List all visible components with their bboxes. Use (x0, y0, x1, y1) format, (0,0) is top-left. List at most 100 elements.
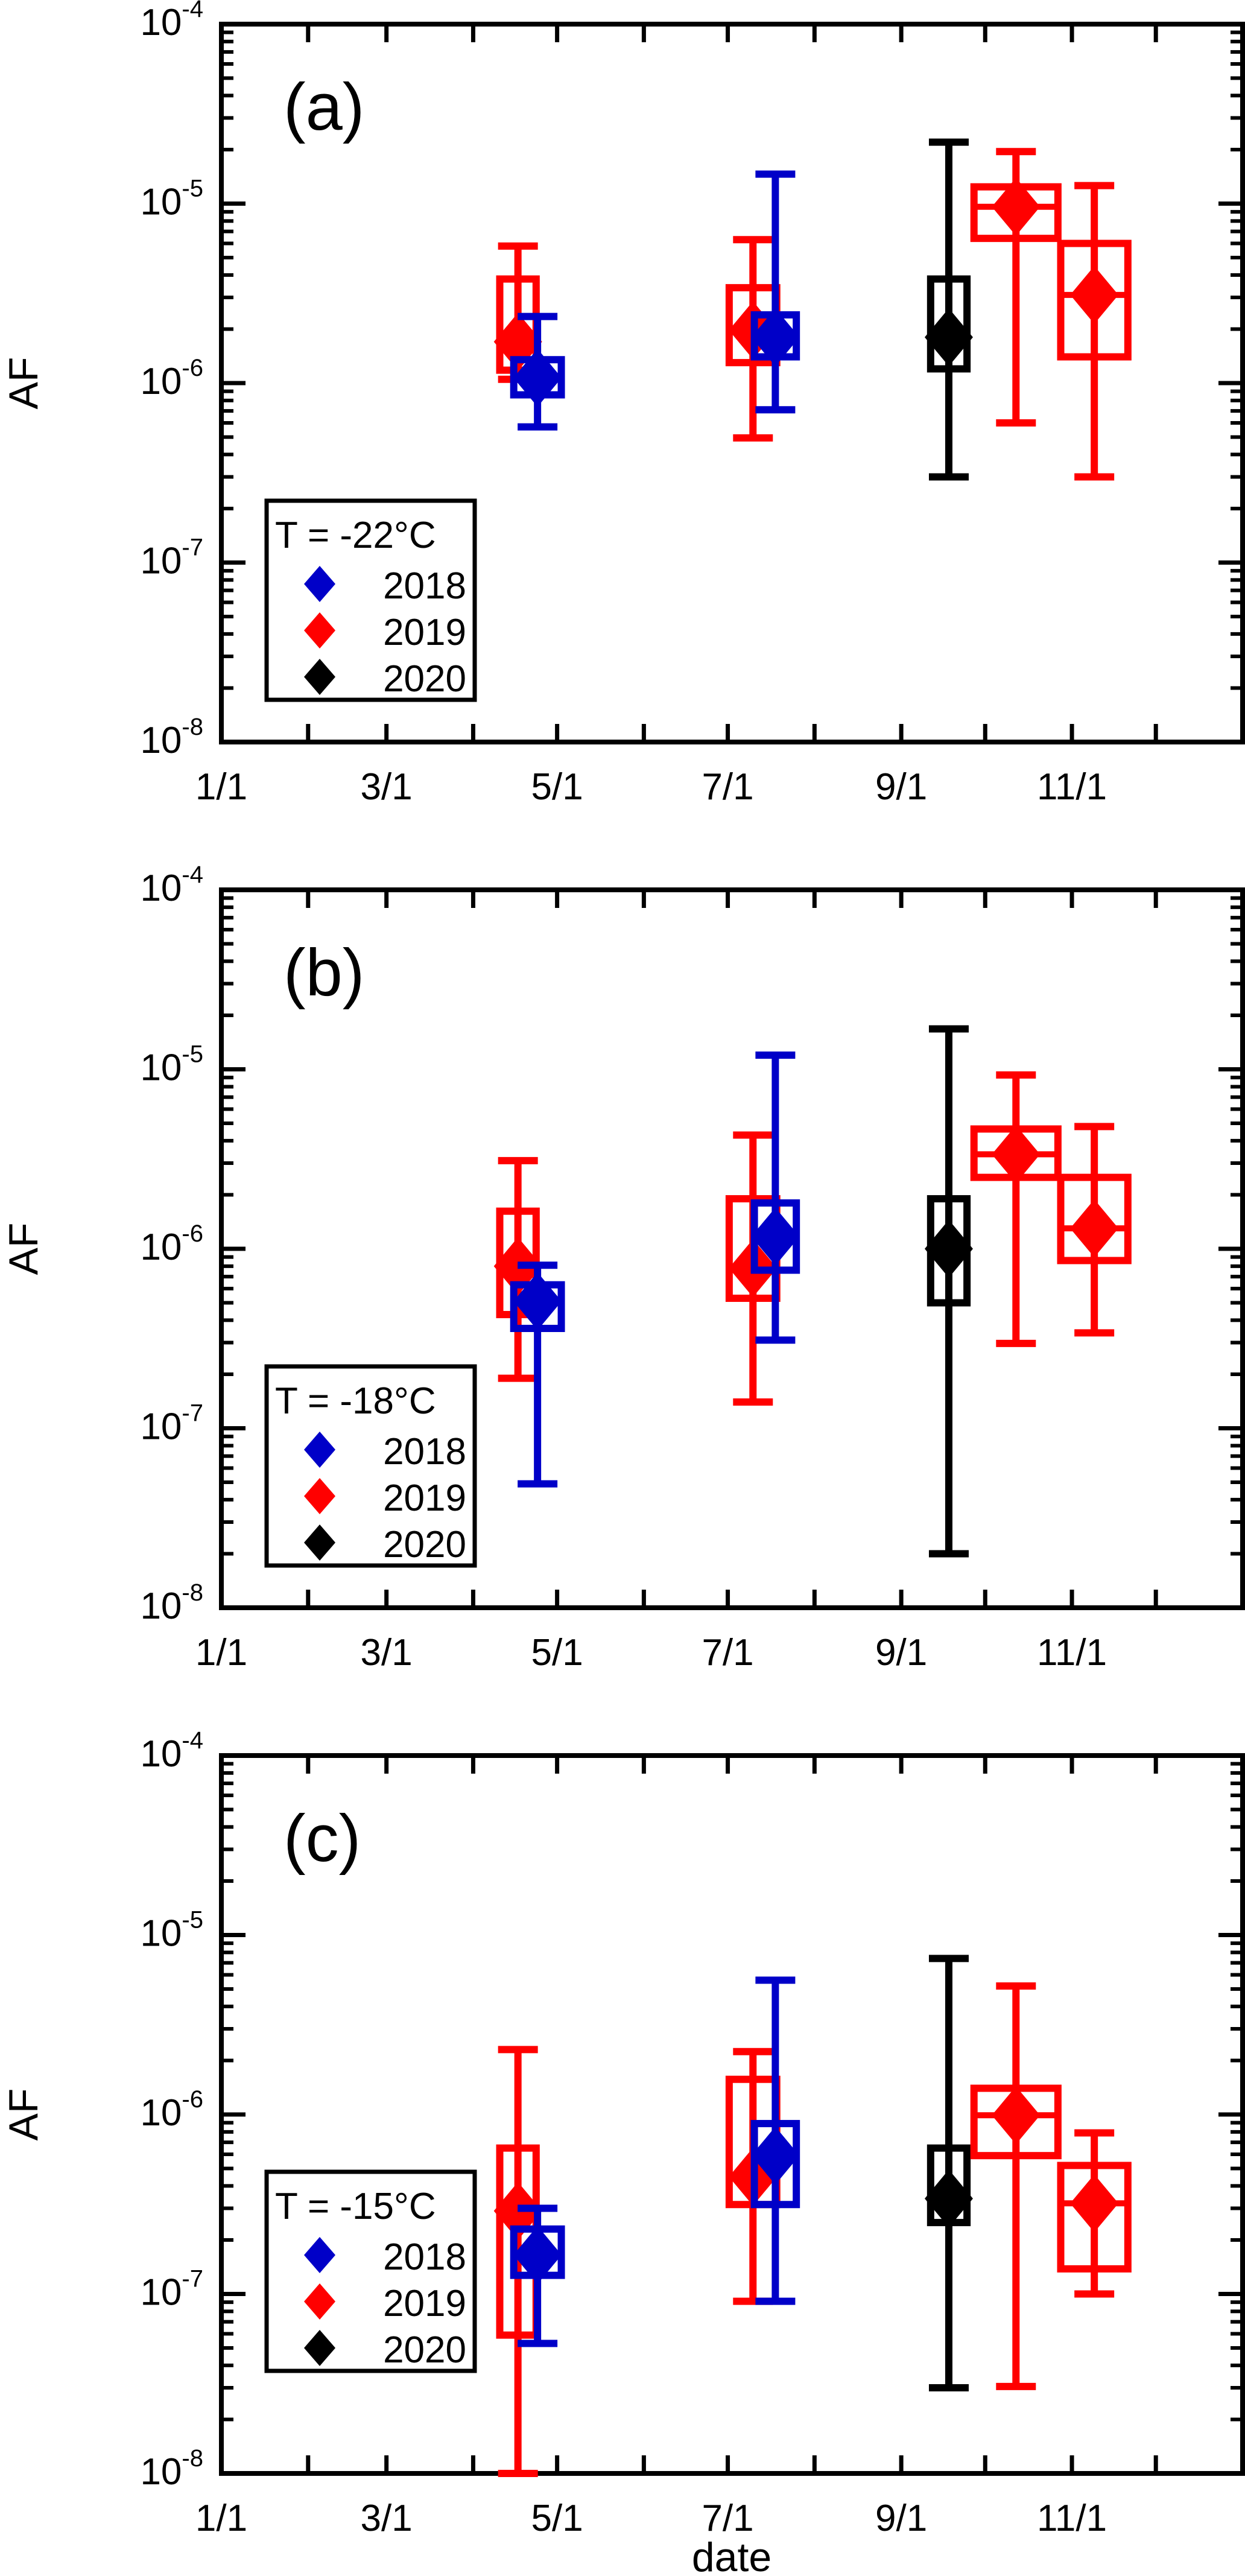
diamond-marker (924, 308, 973, 367)
legend-marker-2020 (304, 2330, 335, 2366)
legend-title: T = -22°C (275, 515, 436, 556)
data-point-2018 (750, 1051, 800, 1344)
x-tick-label: 1/1 (195, 1632, 247, 1673)
legend-marker-2020 (304, 1524, 335, 1561)
legend: T = -15°C 2018 2019 2020 (264, 2169, 477, 2373)
diamond-marker (513, 1272, 562, 1330)
legend-label-2020: 2020 (383, 2329, 466, 2371)
data-point-2019 (1057, 2129, 1132, 2298)
legend-label-2020: 2020 (383, 1524, 466, 1566)
x-tick-label: 1/1 (195, 766, 247, 808)
y-tick-label: 10-4 (140, 861, 203, 909)
diamond-marker (992, 2086, 1041, 2145)
data-point-2019 (970, 148, 1062, 427)
x-tick-label: 11/1 (1037, 1632, 1107, 1673)
y-tick-base: 10 (140, 1913, 182, 1955)
diamond-marker (992, 1125, 1041, 1184)
diamond-marker (751, 2127, 800, 2185)
legend-label-2019: 2019 (383, 1477, 466, 1519)
x-tick-label: 3/1 (361, 766, 413, 808)
x-axis-title: date (692, 2534, 771, 2576)
x-tick-label: 5/1 (531, 766, 583, 808)
x-tick-label: 1/1 (195, 2498, 247, 2539)
y-tick-exponent: -6 (182, 355, 203, 381)
y-axis-title: AF (1, 1223, 46, 1275)
y-tick-exponent: -5 (182, 1907, 203, 1934)
data-point-2018 (750, 1976, 800, 2305)
data-point-2018 (510, 312, 565, 431)
diamond-marker (924, 2169, 973, 2228)
y-tick-exponent: -6 (182, 1220, 203, 1247)
x-tick-label: 7/1 (702, 2498, 753, 2539)
y-axis-title: AF (1, 357, 46, 410)
panel-b: 1/1 3/1 5/1 7/1 9/1 11/110-410-510-610-710-8A… (1, 861, 1245, 1673)
y-tick-base: 10 (140, 1733, 182, 1775)
y-tick-base: 10 (140, 361, 182, 402)
diamond-marker (751, 308, 800, 367)
legend-box (264, 498, 477, 702)
data-point-2018 (750, 170, 800, 414)
legend-marker-2019 (304, 2283, 335, 2320)
y-tick-exponent: -4 (182, 861, 203, 888)
data-point-2020 (924, 138, 973, 481)
data-point-2019 (970, 1071, 1062, 1347)
y-tick-base: 10 (140, 1585, 182, 1627)
y-tick-exponent: -4 (182, 0, 203, 22)
y-tick-base: 10 (140, 2, 182, 43)
legend-marker-2019 (304, 1478, 335, 1514)
y-tick-label: 10-8 (140, 2445, 203, 2493)
legend-title: T = -15°C (275, 2186, 436, 2227)
x-tick-label: 3/1 (361, 1632, 413, 1673)
panel-a: 1/1 3/1 5/1 7/1 9/1 11/110-410-510-610-710-8A… (1, 0, 1245, 808)
diamond-marker (1070, 1199, 1119, 1258)
y-tick-exponent: -8 (182, 1579, 203, 1606)
diamond-marker (1070, 265, 1119, 324)
x-tick-label: 9/1 (875, 766, 927, 808)
legend-label-2020: 2020 (383, 658, 466, 700)
y-tick-exponent: -7 (182, 535, 203, 561)
data-point-2019 (970, 1982, 1062, 2390)
y-tick-exponent: -6 (182, 2086, 203, 2113)
diamond-marker (751, 1207, 800, 1266)
legend-marker-2018 (304, 1432, 335, 1468)
x-tick-label: 11/1 (1037, 2498, 1107, 2539)
y-tick-base: 10 (140, 1406, 182, 1448)
y-tick-label: 10-7 (140, 535, 203, 582)
y-tick-label: 10-8 (140, 714, 203, 761)
data-point-2020 (924, 1955, 973, 2392)
diamond-marker (1070, 2174, 1119, 2233)
legend-label-2018: 2018 (383, 1431, 466, 1473)
y-tick-label: 10-4 (140, 1727, 203, 1775)
y-tick-label: 10-4 (140, 0, 203, 43)
diamond-marker (513, 349, 562, 407)
y-tick-base: 10 (140, 2092, 182, 2134)
panel-label: (b) (284, 936, 364, 1010)
y-tick-base: 10 (140, 1226, 182, 1268)
legend-label-2019: 2019 (383, 612, 466, 653)
legend-marker-2018 (304, 566, 335, 602)
y-tick-label: 10-7 (140, 2266, 203, 2314)
legend-marker-2018 (304, 2237, 335, 2273)
y-axis-title: AF (1, 2089, 46, 2141)
diamond-marker (924, 1220, 973, 1278)
y-tick-base: 10 (140, 541, 182, 582)
legend-marker-2020 (304, 659, 335, 695)
x-tick-label: 7/1 (702, 1632, 753, 1673)
legend-label-2018: 2018 (383, 565, 466, 607)
data-point-2019 (1057, 182, 1132, 481)
data-point-2020 (924, 1025, 973, 1558)
legend-marker-2019 (304, 612, 335, 649)
panel-label: (a) (284, 70, 364, 144)
y-tick-exponent: -8 (182, 714, 203, 740)
y-tick-exponent: -7 (182, 2266, 203, 2292)
diamond-marker (513, 2225, 562, 2284)
x-tick-label: 9/1 (875, 2498, 927, 2539)
y-tick-exponent: -5 (182, 1041, 203, 1068)
y-tick-base: 10 (140, 1047, 182, 1089)
legend: T = -22°C 2018 2019 2020 (264, 498, 477, 702)
panel-label: (c) (284, 1801, 361, 1876)
x-tick-label: 11/1 (1037, 766, 1107, 808)
x-tick-label: 3/1 (361, 2498, 413, 2539)
y-tick-exponent: -8 (182, 2445, 203, 2472)
